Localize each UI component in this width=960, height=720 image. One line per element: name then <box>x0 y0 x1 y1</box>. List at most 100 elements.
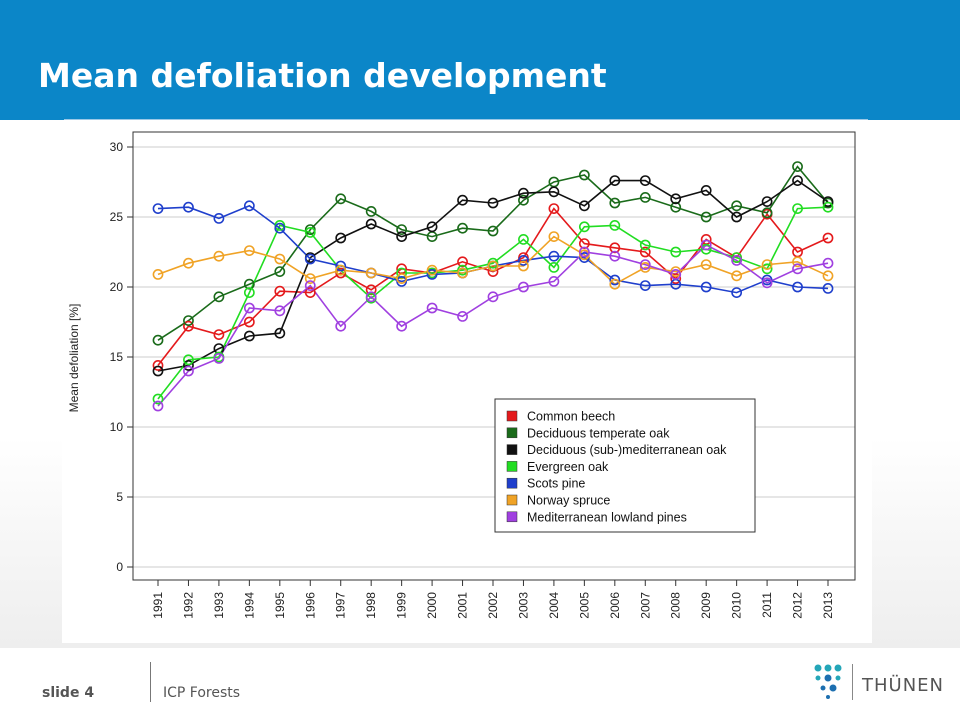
data-point <box>700 211 712 223</box>
data-point <box>183 315 194 326</box>
x-tick-label: 1995 <box>273 592 287 619</box>
data-point <box>731 200 743 212</box>
data-point <box>274 266 286 277</box>
data-point <box>700 185 712 196</box>
data-point <box>548 231 560 242</box>
x-tick-label: 2003 <box>516 592 530 619</box>
data-point <box>792 263 803 275</box>
data-point <box>548 261 560 273</box>
legend-label: Evergreen oak <box>527 460 609 474</box>
data-point <box>792 203 803 214</box>
data-point <box>243 330 255 342</box>
data-point <box>792 161 803 172</box>
data-point <box>457 222 468 234</box>
x-tick-label: 1997 <box>334 592 348 619</box>
x-tick-label: 2012 <box>791 592 805 619</box>
data-point <box>426 302 438 314</box>
data-point <box>609 242 621 254</box>
data-point <box>213 250 225 262</box>
data-point <box>396 224 408 235</box>
data-point <box>609 274 621 286</box>
data-point <box>183 365 194 377</box>
data-point <box>213 352 225 364</box>
x-tick-label: 2007 <box>638 592 652 619</box>
page-title: Mean defoliation development <box>38 56 607 95</box>
y-tick-label: 15 <box>110 350 124 364</box>
legend-swatch <box>506 461 518 472</box>
data-point <box>639 280 651 291</box>
data-point <box>487 291 499 303</box>
data-point <box>426 221 438 233</box>
data-point <box>548 275 560 287</box>
y-tick-label: 25 <box>110 210 124 224</box>
data-point <box>548 250 560 262</box>
data-point <box>396 231 408 242</box>
data-point <box>761 263 773 275</box>
x-axis: 1991 1992 1993 1994 1995 1996 1997 1998 1999 2000… <box>151 580 835 619</box>
logo-dots-icon <box>814 664 842 699</box>
y-axis: 0 5 10 15 20 25 30 <box>110 140 133 574</box>
data-point <box>518 234 529 245</box>
x-tick-label: 1993 <box>212 592 226 619</box>
data-point <box>731 270 743 282</box>
legend-label: Scots pine <box>527 477 585 491</box>
data-point <box>396 267 408 279</box>
data-point <box>304 273 316 284</box>
series-line <box>157 244 829 407</box>
data-point <box>700 243 712 255</box>
data-point <box>183 257 194 269</box>
data-point <box>639 259 651 270</box>
data-point <box>274 305 286 317</box>
data-point <box>731 287 743 298</box>
x-tick-label: 1999 <box>395 592 409 619</box>
data-point <box>274 285 286 297</box>
data-point <box>183 320 194 332</box>
x-tick-label: 2013 <box>821 592 835 619</box>
slide-number: slide 4 <box>42 685 95 701</box>
data-point <box>213 291 225 303</box>
series-line <box>157 207 829 366</box>
data-point <box>609 250 621 262</box>
data-point <box>548 203 560 214</box>
data-point <box>152 359 164 371</box>
data-point <box>487 260 499 272</box>
y-tick-label: 5 <box>116 490 123 504</box>
data-point <box>761 259 773 270</box>
legend-swatch <box>506 494 518 506</box>
data-point <box>609 220 621 231</box>
data-point <box>396 320 408 332</box>
data-point <box>518 281 529 293</box>
data-point <box>731 211 743 223</box>
legend-swatch <box>506 410 518 422</box>
data-point <box>152 400 164 412</box>
data-point <box>548 186 560 198</box>
footer-divider <box>150 662 151 702</box>
x-tick-label: 2006 <box>608 592 622 619</box>
plot-frame <box>132 131 856 581</box>
data-point <box>152 268 164 280</box>
data-point <box>304 280 316 291</box>
data-point <box>426 264 438 276</box>
data-point <box>426 268 438 280</box>
footer <box>0 648 960 720</box>
legend-label: Common beech <box>527 410 615 424</box>
x-tick-label: 2004 <box>547 592 561 619</box>
y-axis-label: Mean defoliation [%] <box>67 304 81 413</box>
data-point <box>365 267 377 279</box>
legend-label: Deciduous (sub-)mediterranean oak <box>527 443 727 457</box>
series-line <box>157 206 829 400</box>
legend-label: Mediterranean lowland pines <box>527 510 687 524</box>
data-point <box>518 194 529 206</box>
y-tick-label: 30 <box>110 140 124 154</box>
data-point <box>639 175 651 186</box>
data-point <box>152 365 164 377</box>
data-point <box>639 192 651 203</box>
header-divider <box>64 119 868 120</box>
data-point <box>609 197 621 209</box>
x-tick-label: 1998 <box>364 592 378 619</box>
data-point <box>365 291 377 303</box>
chart-panel: 0 5 10 15 20 25 30 1991 1992 1993 1994 1995 1996 199… <box>62 128 872 643</box>
header-bar: Mean defoliation development <box>0 0 960 120</box>
data-point <box>792 175 803 186</box>
